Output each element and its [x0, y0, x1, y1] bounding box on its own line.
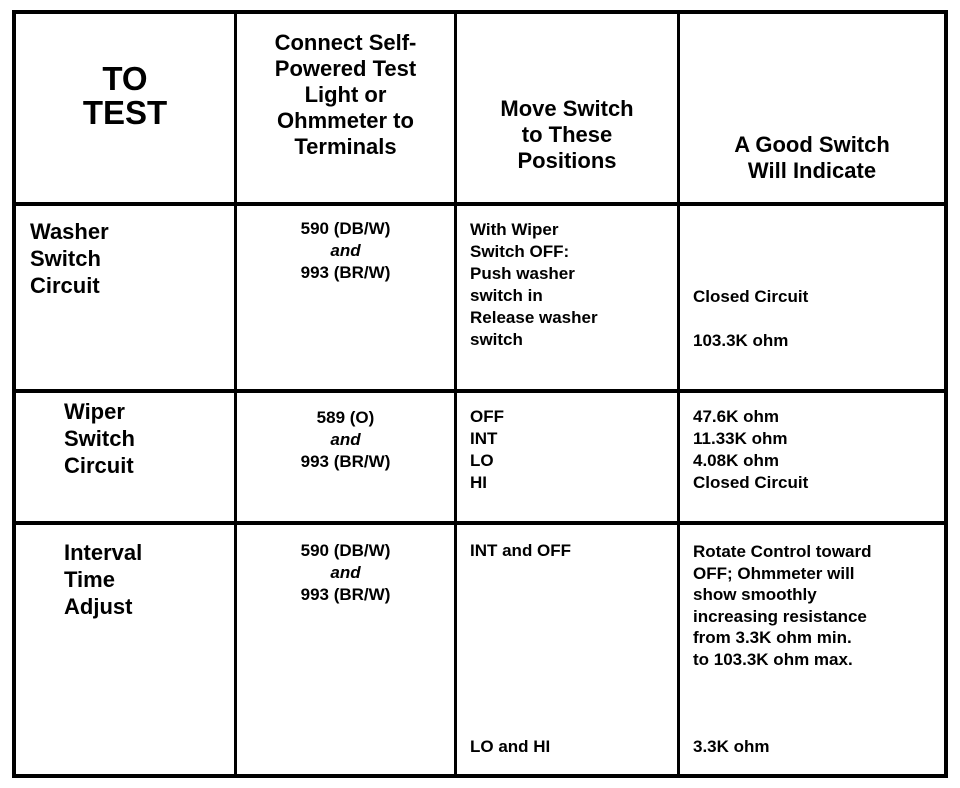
- indication-washer-ohm: 103.3K ohm: [693, 331, 789, 350]
- position-line: With Wiper: [470, 220, 559, 239]
- position-line: HI: [470, 473, 487, 492]
- terminals-washer: 590 (DB/W) and 993 (BR/W): [237, 218, 454, 284]
- position-line: INT: [470, 429, 498, 448]
- table-border-left: [12, 10, 16, 778]
- position-line: Switch OFF:: [470, 242, 570, 261]
- row-label-line: Wiper: [64, 399, 125, 424]
- terminal-joiner: and: [330, 563, 361, 582]
- terminal-second: 993 (BR/W): [300, 585, 391, 604]
- terminal-second: 993 (BR/W): [300, 263, 391, 282]
- header-good-line: A Good Switch: [734, 132, 890, 157]
- row-label-line: Switch: [64, 426, 135, 451]
- header-connect-line: Light or: [304, 82, 387, 107]
- row-label-line: Interval: [64, 540, 143, 565]
- row-label-line: Adjust: [64, 594, 133, 619]
- position-line: Release washer: [470, 308, 598, 327]
- row-label-washer: Washer Switch Circuit: [30, 218, 230, 299]
- position-interval-int-off: INT and OFF: [470, 541, 572, 560]
- indication-line: Rotate Control toward: [693, 542, 872, 561]
- terminal-second: 993 (BR/W): [300, 452, 391, 471]
- row-label-line: Switch: [30, 246, 101, 271]
- header-to-test: TO TEST: [16, 62, 234, 130]
- indication-line: increasing resistance: [693, 606, 867, 626]
- position-line: LO: [470, 451, 494, 470]
- header-to-test-line2: TEST: [82, 94, 168, 131]
- row-label-line: Time: [64, 567, 115, 592]
- terminals-interval: 590 (DB/W) and 993 (BR/W): [237, 540, 454, 606]
- header-move-line: to These: [521, 122, 613, 147]
- row-label-wiper: Wiper Switch Circuit: [64, 398, 234, 479]
- terminal-first: 590 (DB/W): [300, 219, 391, 238]
- column-divider-2: [454, 10, 457, 778]
- column-divider-3: [677, 10, 680, 778]
- column-divider-1: [234, 10, 237, 778]
- indication-line: from 3.3K ohm min.: [693, 628, 852, 647]
- row-label-line: Washer: [30, 219, 109, 244]
- indication-line: Closed Circuit: [693, 473, 809, 492]
- indication-line: show smoothly: [693, 585, 817, 604]
- table-border-top: [12, 10, 948, 14]
- row-label-line: Circuit: [64, 453, 134, 478]
- indication-line: 11.33K ohm: [693, 429, 788, 448]
- header-move-switch: Move Switch to These Positions: [457, 96, 677, 174]
- position-line: OFF: [470, 407, 504, 426]
- position-line: Push washer: [470, 264, 575, 283]
- terminal-first: 590 (DB/W): [300, 541, 391, 560]
- header-good-switch: A Good Switch Will Indicate: [680, 132, 944, 184]
- terminal-first: 589 (O): [316, 408, 375, 427]
- row-label-line: Circuit: [30, 273, 100, 298]
- indications-interval: Rotate Control toward OFF; Ohmmeter will…: [693, 541, 943, 670]
- row-label-interval: Interval Time Adjust: [64, 539, 234, 620]
- indication-line: to 103.3K ohm max.: [693, 649, 853, 669]
- indication-line: OFF; Ohmmeter will: [693, 563, 855, 583]
- terminal-joiner: and: [330, 430, 361, 449]
- table-border-bottom: [12, 774, 948, 778]
- indication-washer-closed: Closed Circuit: [693, 287, 809, 306]
- indication-line: 47.6K ohm: [693, 407, 779, 426]
- header-connect-line: Ohmmeter to: [277, 108, 414, 133]
- position-interval-lo-hi: LO and HI: [470, 737, 551, 756]
- header-connect-line: Terminals: [294, 134, 397, 159]
- header-move-line: Move Switch: [500, 96, 634, 121]
- indication-interval-min: 3.3K ohm: [693, 737, 770, 756]
- header-connect-line: Powered Test: [274, 56, 417, 81]
- header-to-test-line1: TO: [102, 60, 148, 97]
- indications-wiper: 47.6K ohm 11.33K ohm 4.08K ohm Closed Ci…: [693, 406, 943, 494]
- position-line: switch in: [470, 286, 543, 305]
- position-line: switch: [470, 330, 523, 349]
- header-connect-line: Connect Self-: [274, 30, 417, 55]
- positions-wiper: OFF INT LO HI: [470, 406, 675, 494]
- header-good-line: Will Indicate: [747, 158, 877, 183]
- header-move-line: Positions: [517, 148, 617, 173]
- row-divider-2: [12, 521, 948, 525]
- indication-line: 4.08K ohm: [693, 451, 779, 470]
- header-connect-terminals: Connect Self- Powered Test Light or Ohmm…: [237, 30, 454, 160]
- table-border-right: [944, 10, 948, 778]
- terminal-joiner: and: [330, 241, 361, 260]
- positions-washer: With Wiper Switch OFF: Push washer switc…: [470, 219, 675, 351]
- row-divider-1: [12, 389, 948, 393]
- row-divider-header: [12, 202, 948, 206]
- terminals-wiper: 589 (O) and 993 (BR/W): [237, 407, 454, 473]
